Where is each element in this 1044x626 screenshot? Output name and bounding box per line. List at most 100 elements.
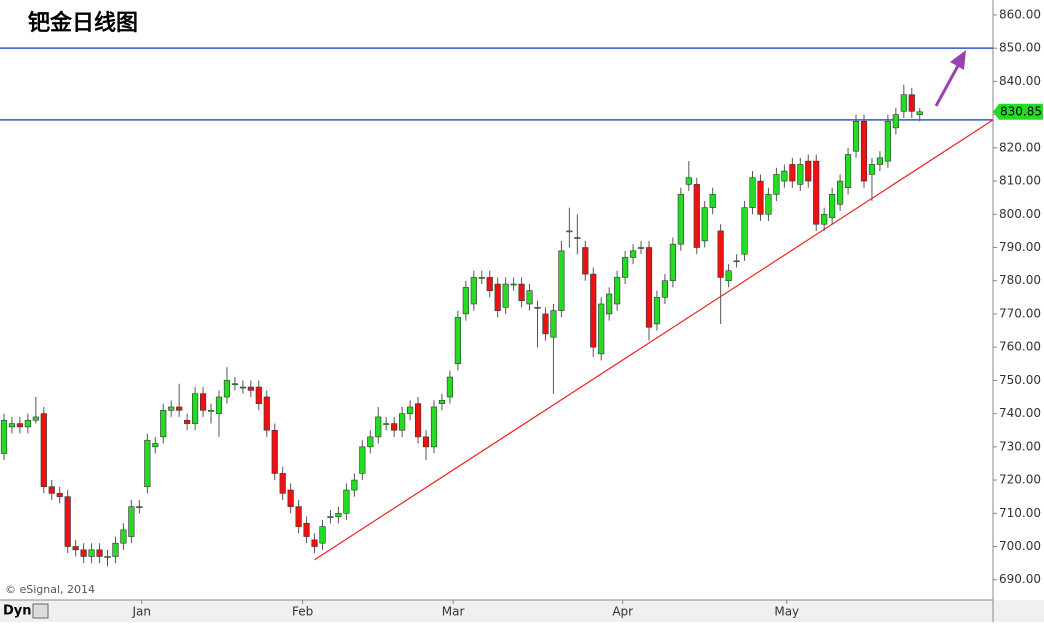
candle-body: [255, 386, 262, 404]
y-tick-label: 730.00: [999, 439, 1041, 453]
candle-body: [40, 413, 47, 488]
candle-body: [876, 157, 884, 165]
candle-body: [184, 419, 191, 424]
candle-body: [757, 180, 764, 215]
x-axis-strip: [0, 600, 1044, 622]
candle-body: [407, 406, 414, 414]
candle-body: [805, 160, 812, 182]
y-tick-label: 840.00: [999, 74, 1041, 88]
candle-body: [430, 406, 438, 448]
candle-body: [152, 443, 159, 448]
candle-body: [510, 283, 517, 286]
candle-body: [8, 423, 16, 428]
lock-icon[interactable]: [32, 603, 49, 619]
candle-body: [414, 403, 422, 438]
candle-body: [462, 287, 469, 315]
candle-body: [446, 376, 454, 398]
candle-body: [136, 506, 143, 508]
y-tick-label: 780.00: [999, 273, 1041, 287]
candle-body: [231, 383, 238, 386]
candle-body: [837, 180, 844, 205]
candle-body: [709, 194, 716, 208]
trend-line: [314, 119, 994, 561]
candle-body: [343, 489, 350, 514]
candle-body: [144, 439, 151, 488]
candle-body: [844, 154, 852, 189]
source: © eSignal, 2014: [5, 583, 95, 596]
candle-body: [797, 164, 804, 185]
candle-body: [168, 406, 175, 411]
candle-body: [295, 506, 302, 527]
candle-body: [558, 250, 565, 311]
candle-body: [303, 522, 310, 537]
candle-body: [422, 436, 430, 448]
candle-body: [391, 423, 398, 431]
y-tick-label: 860.00: [999, 7, 1041, 21]
candle-body: [24, 419, 31, 428]
candle-body: [550, 310, 557, 338]
candle-body: [661, 280, 669, 298]
y-tick-label: 850.00: [999, 41, 1041, 55]
candle-body: [192, 393, 199, 424]
candle-body: [518, 283, 525, 301]
x-tick-label: Apr: [612, 605, 633, 619]
arrow-shaft: [934, 61, 962, 107]
candle-body: [319, 526, 326, 544]
candle-body: [72, 546, 79, 551]
candle-body: [637, 247, 645, 249]
y-tick-label: 820.00: [999, 140, 1041, 154]
x-tick-label: Feb: [292, 605, 313, 619]
candle-body: [574, 237, 581, 239]
candle-body: [852, 120, 860, 152]
candle-body: [542, 313, 549, 335]
toolbar-label[interactable]: Dyn: [3, 604, 32, 619]
candle-body: [279, 473, 286, 494]
candle-body: [606, 293, 613, 315]
candle-body: [311, 539, 318, 547]
candle-body: [438, 400, 446, 404]
candle-body: [80, 549, 87, 557]
candle-body: [96, 549, 103, 557]
y-tick-label: 770.00: [999, 306, 1041, 320]
candle-body: [765, 194, 772, 215]
candle-body: [582, 247, 589, 275]
candle-body: [120, 529, 127, 544]
y-tick-label: 790.00: [999, 240, 1041, 254]
candle-body: [494, 283, 501, 311]
candle-body: [566, 230, 573, 233]
x-tick-label: Jan: [131, 605, 151, 619]
candle-body: [88, 549, 95, 557]
y-tick-label: 710.00: [999, 506, 1041, 520]
candle-body: [829, 194, 836, 218]
candle-body: [789, 164, 796, 182]
candle-body: [534, 307, 541, 309]
candle-body: [486, 277, 493, 291]
candle-body: [128, 506, 135, 537]
candle-body: [916, 111, 923, 115]
candle-body: [359, 446, 366, 474]
candle-body: [0, 419, 8, 454]
candle-body: [454, 316, 461, 365]
candle-body: [669, 243, 676, 282]
candle-body: [64, 496, 71, 547]
candle-body: [502, 283, 509, 308]
candle-body: [160, 409, 167, 438]
candle-body: [884, 120, 891, 162]
y-tick-label: 720.00: [999, 473, 1041, 487]
candle-body: [653, 297, 661, 325]
candle-body: [247, 386, 254, 391]
candle-body: [239, 386, 246, 389]
candle-body: [733, 260, 740, 263]
candle-body: [590, 273, 597, 348]
plot: 690.00 700.00 710.00 720.00 730.00 740.00 750.…: [0, 7, 1041, 619]
candle-body: [614, 277, 621, 305]
y-tick-label: 740.00: [999, 406, 1041, 420]
candle-body: [207, 409, 215, 412]
candle-body: [335, 512, 342, 517]
x-tick-label: Mar: [442, 605, 465, 619]
candle-body: [693, 184, 700, 248]
candle-body: [399, 413, 406, 431]
candle-body: [176, 406, 183, 411]
